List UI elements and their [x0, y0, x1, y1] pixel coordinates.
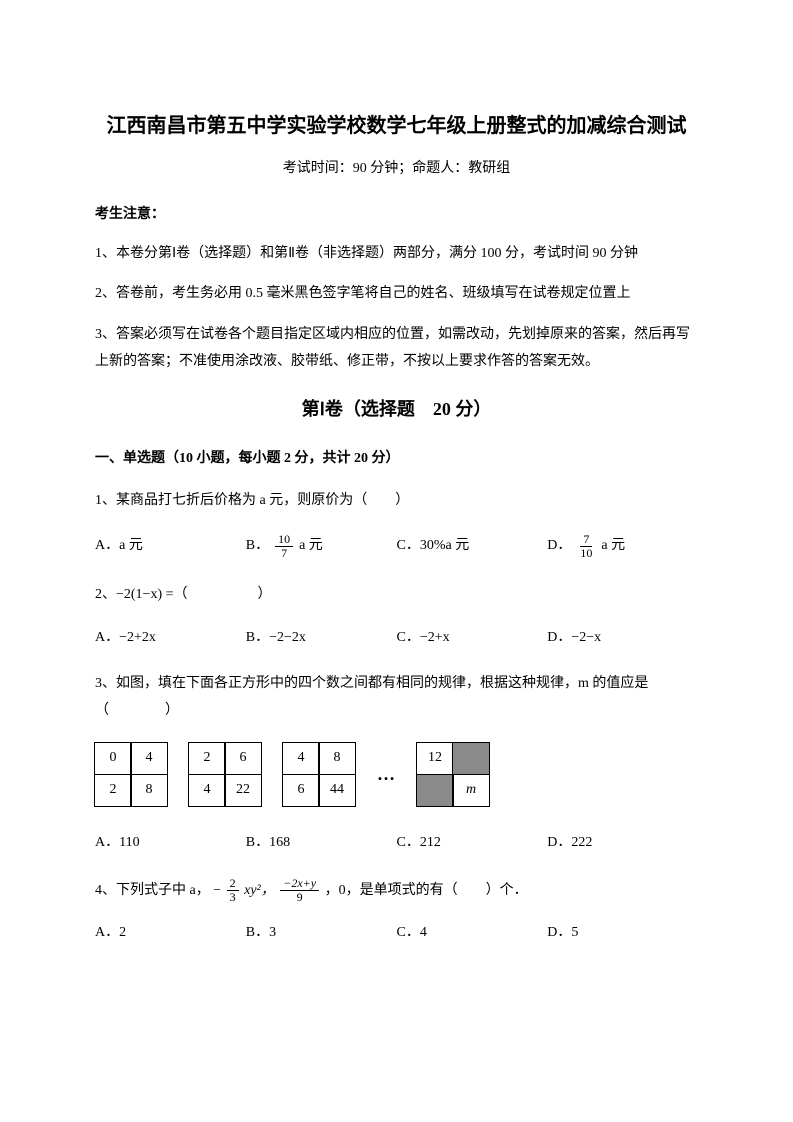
- question-2: 2、−2(1−x) =（ ）: [95, 582, 698, 609]
- grid-cell: 6: [282, 774, 320, 808]
- notice-header: 考生注意：: [95, 204, 698, 226]
- question-1-options: A．a 元 B． 10 7 a 元 C．30%a 元 D． 7 10 a 元: [95, 533, 698, 560]
- question-4: 4、下列式子中 a， − 2 3 xy²， −2x+y 9 ，0，是单项式的有（…: [95, 877, 698, 905]
- grid-cell: 2: [94, 774, 132, 808]
- question-1: 1、某商品打七折后价格为 a 元，则原价为（ ）: [95, 488, 698, 515]
- grid-cell: 44: [318, 774, 356, 808]
- square-grid-4: 12 m: [417, 742, 489, 806]
- square-grid-2: 2 6 4 22: [189, 742, 261, 806]
- q2-option-a: A．−2+2x: [95, 627, 246, 649]
- grid-cell: 8: [318, 742, 356, 776]
- subsection-1: 一、单选题（10 小题，每小题 2 分，共计 20 分）: [95, 448, 698, 470]
- q3-option-a: A．110: [95, 832, 246, 854]
- notice-item-3: 3、答案必须写在试卷各个题目指定区域内相应的位置，如需改动，先划掉原来的答案，然…: [95, 322, 698, 375]
- square-grid-1: 0 4 2 8: [95, 742, 167, 806]
- notice-item-1: 1、本卷分第Ⅰ卷（选择题）和第Ⅱ卷（非选择题）两部分，满分 100 分，考试时间…: [95, 241, 698, 268]
- exam-subtitle: 考试时间：90 分钟；命题人：教研组: [95, 158, 698, 180]
- grid-cell-dark: [452, 742, 490, 776]
- q2-option-c: C．−2+x: [397, 627, 548, 649]
- q4-option-b: B．3: [246, 922, 397, 944]
- fraction-icon: 2 3: [227, 877, 239, 904]
- fraction-icon: −2x+y 9: [280, 877, 319, 904]
- grid-cell: 12: [416, 742, 454, 776]
- exam-title: 江西南昌市第五中学实验学校数学七年级上册整式的加减综合测试: [95, 110, 698, 142]
- q3-squares: 0 4 2 8 2 6 4 22 4 8 6 44 … 12 m: [95, 742, 698, 806]
- q3-option-c: C．212: [397, 832, 548, 854]
- q1-option-a: A．a 元: [95, 535, 246, 557]
- grid-cell: 4: [188, 774, 226, 808]
- grid-cell: 4: [282, 742, 320, 776]
- q4-option-d: D．5: [547, 922, 698, 944]
- q1-option-c: C．30%a 元: [397, 535, 548, 557]
- section-1-header: 第Ⅰ卷（选择题 20 分）: [95, 395, 698, 424]
- fraction-icon: 10 7: [275, 533, 293, 560]
- grid-cell: m: [452, 774, 490, 808]
- notice-item-2: 2、答卷前，考生务必用 0.5 毫米黑色签字笔将自己的姓名、班级填写在试卷规定位…: [95, 281, 698, 308]
- question-3-options: A．110 B．168 C．212 D．222: [95, 832, 698, 854]
- q2-option-d: D．−2−x: [547, 627, 698, 649]
- grid-cell: 6: [224, 742, 262, 776]
- q3-option-b: B．168: [246, 832, 397, 854]
- grid-cell: 22: [224, 774, 262, 808]
- grid-cell: 2: [188, 742, 226, 776]
- question-3: 3、如图，填在下面各正方形中的四个数之间都有相同的规律，根据这种规律，m 的值应…: [95, 671, 698, 724]
- grid-cell-dark: [416, 774, 454, 808]
- q3-option-d: D．222: [547, 832, 698, 854]
- grid-cell: 0: [94, 742, 132, 776]
- grid-cell: 8: [130, 774, 168, 808]
- square-grid-3: 4 8 6 44: [283, 742, 355, 806]
- question-4-options: A．2 B．3 C．4 D．5: [95, 922, 698, 944]
- q4-option-c: C．4: [397, 922, 548, 944]
- q1-option-b: B． 10 7 a 元: [246, 533, 397, 560]
- question-2-options: A．−2+2x B．−2−2x C．−2+x D．−2−x: [95, 627, 698, 649]
- q2-option-b: B．−2−2x: [246, 627, 397, 649]
- ellipsis-icon: …: [377, 760, 395, 789]
- fraction-icon: 7 10: [577, 533, 595, 560]
- grid-cell: 4: [130, 742, 168, 776]
- q1-option-d: D． 7 10 a 元: [547, 533, 698, 560]
- q4-option-a: A．2: [95, 922, 246, 944]
